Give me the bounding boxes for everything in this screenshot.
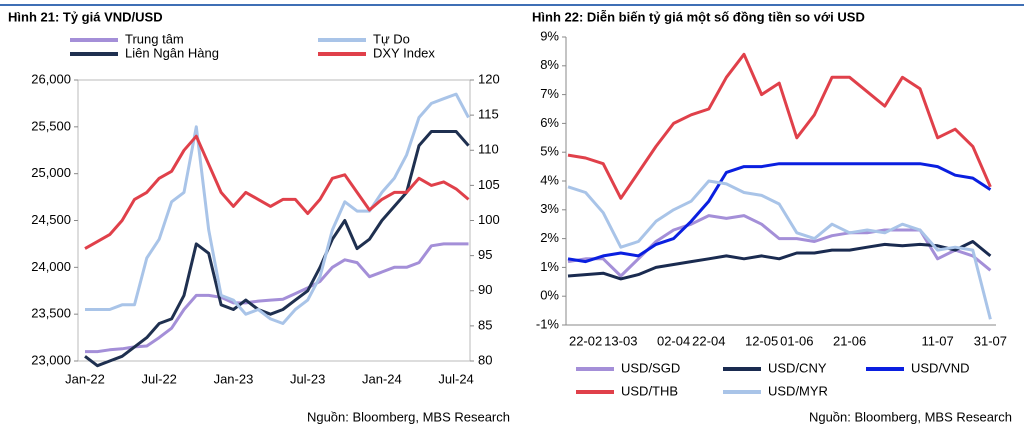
x-tick-label: 11-07 — [921, 333, 953, 348]
y-tick-label: 8% — [540, 57, 559, 72]
x-tick-label: Jan-24 — [362, 371, 402, 386]
x-tick-label: Jul-22 — [142, 371, 177, 386]
x-tick-label: Jan-23 — [214, 371, 254, 386]
y-tick-label: 4% — [540, 172, 559, 187]
legend-label: Trung tâm — [125, 31, 184, 46]
y2-tick-label: 85 — [478, 317, 492, 332]
series-line — [85, 92, 470, 325]
y2-tick-label: 110 — [478, 142, 499, 157]
y-tick-label: 9% — [540, 28, 559, 43]
legend-label: USD/THB — [621, 383, 678, 398]
x-tick-label: Jul-23 — [290, 371, 325, 386]
x-tick-label: 31-07 — [974, 333, 1007, 348]
y-tick-label: 1% — [540, 259, 559, 274]
y2-tick-label: 90 — [478, 282, 492, 297]
series-line — [567, 240, 992, 281]
chart-title: Hình 21: Tỷ giá VND/USD — [8, 9, 163, 24]
series-line — [567, 179, 992, 320]
y-tick-label: 25,000 — [31, 165, 71, 180]
legend-label: Liên Ngân Hàng — [125, 45, 219, 60]
y2-tick-label: 120 — [478, 71, 500, 86]
y-tick-label: 2% — [540, 230, 559, 245]
y-tick-label: 23,000 — [31, 352, 71, 367]
y-tick-label: 24,500 — [31, 212, 71, 227]
y-tick-label: 25,500 — [31, 118, 71, 133]
y2-tick-label: 115 — [478, 107, 499, 122]
y2-tick-label: 105 — [478, 177, 500, 192]
x-tick-label: 22-02 — [569, 333, 602, 348]
x-tick-label: Jan-22 — [65, 371, 105, 386]
y2-tick-label: 80 — [478, 352, 492, 367]
series-line — [85, 242, 469, 354]
legend-label: USD/VND — [911, 360, 970, 375]
x-tick-label: 22-04 — [692, 333, 725, 348]
y2-tick-label: 95 — [478, 247, 492, 262]
legend-label: USD/CNY — [768, 360, 827, 375]
chart-title: Hình 22: Diễn biến tỷ giá một số đồng ti… — [532, 9, 865, 24]
series-line — [84, 130, 470, 368]
y-tick-label: 23,500 — [31, 306, 71, 321]
series-line — [567, 52, 992, 200]
x-tick-label: 21-06 — [833, 333, 866, 348]
y-tick-label: 3% — [540, 201, 559, 216]
y-tick-label: 26,000 — [31, 71, 71, 86]
source-note: Nguồn: Bloomberg, MBS Research — [809, 409, 1012, 424]
x-tick-label: 02-04 — [657, 333, 690, 348]
x-tick-label: 12-05 — [745, 333, 778, 348]
y-tick-label: 5% — [540, 144, 559, 159]
y-tick-label: -1% — [536, 316, 560, 331]
source-note: Nguồn: Bloomberg, MBS Research — [307, 409, 510, 424]
x-tick-label: Jul-24 — [438, 371, 473, 386]
y-tick-label: 0% — [540, 288, 559, 303]
legend-label: USD/MYR — [768, 383, 828, 398]
legend-label: Tự Do — [373, 31, 410, 46]
y-tick-label: 24,000 — [31, 259, 71, 274]
x-tick-label: 01-06 — [780, 333, 813, 348]
legend-label: DXY Index — [373, 45, 435, 60]
x-tick-label: 13-03 — [604, 333, 637, 348]
legend-label: USD/SGD — [621, 360, 680, 375]
y-tick-label: 6% — [540, 115, 559, 130]
series-line — [84, 134, 470, 250]
y2-tick-label: 100 — [478, 212, 500, 227]
series-line — [567, 162, 992, 264]
y-tick-label: 7% — [540, 86, 559, 101]
